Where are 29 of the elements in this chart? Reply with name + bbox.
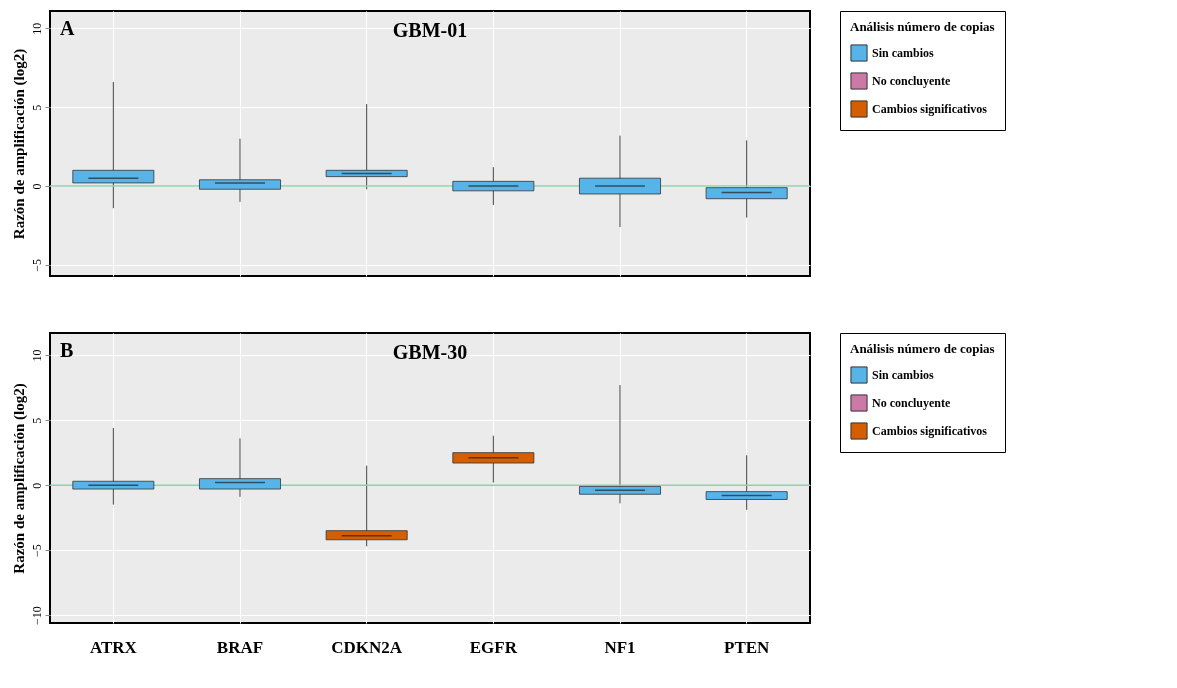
y-tick-label: −10 [29, 606, 44, 626]
legend-label: Sin cambios [872, 46, 935, 60]
legend-label: Sin cambios [872, 368, 935, 382]
legend-label: Cambios significativos [872, 102, 988, 116]
x-tick-label: CDKN2A [331, 637, 403, 657]
y-tick-label: −5 [29, 544, 44, 558]
y-tick-label: 10 [29, 22, 44, 35]
y-tick-label: 5 [29, 104, 44, 111]
y-tick-label: −5 [29, 259, 44, 272]
annotation: B [60, 339, 74, 361]
legend-label: No concluyente [872, 74, 951, 88]
legend-label: Cambios significativos [872, 424, 988, 438]
y-tick-label: 5 [29, 417, 44, 424]
y-axis-title: Razón de amplificación (log2) [10, 48, 28, 240]
legend-label: No concluyente [872, 396, 951, 410]
chart-title: GBM-01 [392, 19, 468, 41]
y-tick-label: 0 [29, 183, 44, 190]
y-tick-label: 10 [29, 349, 44, 362]
legend-title: Análisis número de copias [850, 19, 995, 34]
x-tick-label: EGFR [469, 637, 518, 657]
annotation: A [60, 17, 75, 39]
x-tick-label: NF1 [604, 637, 636, 657]
x-tick-label: ATRX [89, 637, 138, 657]
chart-title: GBM-30 [392, 341, 468, 363]
y-axis-title: Razón de amplificación (log2) [10, 383, 28, 574]
x-tick-label: PTEN [723, 637, 771, 657]
legend-title: Análisis número de copias [850, 341, 995, 356]
x-tick-label: BRAF [216, 637, 264, 657]
y-tick-label: 0 [29, 482, 44, 489]
